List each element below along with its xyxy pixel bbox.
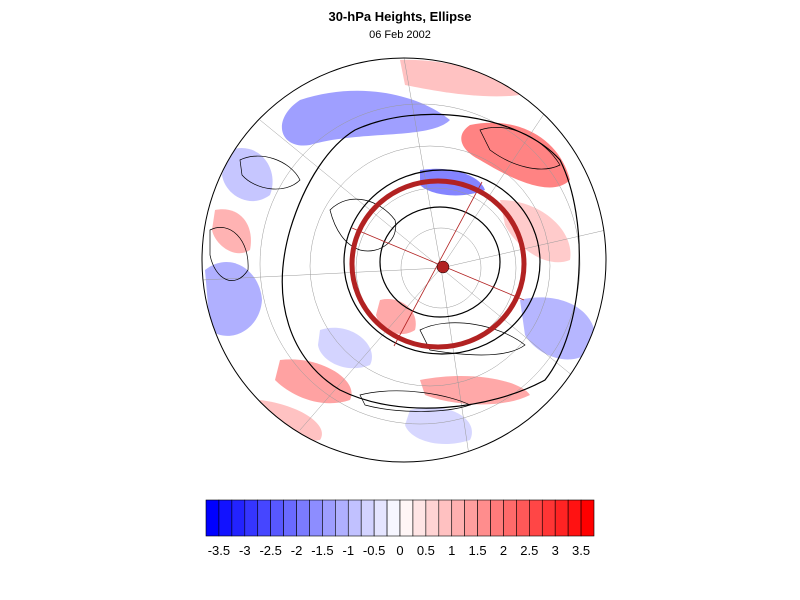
colorbar-tick-label: -3.5 bbox=[208, 543, 230, 558]
colorbar-tick-label: 3 bbox=[552, 543, 559, 558]
colorbar-swatch bbox=[347, 499, 362, 537]
colorbar-swatch bbox=[529, 499, 543, 537]
positive-anomaly-north-edge bbox=[400, 59, 520, 97]
colorbar-swatch bbox=[580, 499, 595, 537]
vortex-ellipse bbox=[349, 178, 527, 350]
colorbar-swatch bbox=[554, 499, 569, 537]
colorbar-tick-label: 2 bbox=[500, 543, 507, 558]
positive-anomaly-west bbox=[212, 209, 251, 254]
anomaly-field bbox=[202, 58, 606, 462]
colorbar-swatch bbox=[360, 499, 375, 537]
colorbar-swatch bbox=[205, 499, 220, 537]
colorbar-swatch bbox=[516, 499, 530, 537]
negative-anomaly-south bbox=[405, 407, 472, 445]
colorbar-swatch bbox=[309, 499, 323, 537]
colorbar-swatch bbox=[464, 499, 478, 537]
plot-date: 06 Feb 2002 bbox=[369, 29, 431, 41]
ellipse-center-marker bbox=[436, 260, 450, 274]
colorbar-swatch bbox=[335, 499, 349, 537]
colorbar-tick-label: 2.5 bbox=[520, 543, 538, 558]
colorbar-swatch bbox=[231, 499, 246, 537]
colorbar-swatch bbox=[412, 499, 427, 537]
colorbar-swatch bbox=[477, 499, 491, 537]
colorbar-swatch bbox=[438, 499, 453, 537]
colorbar-swatch bbox=[283, 499, 297, 537]
colorbar-swatch bbox=[567, 499, 582, 537]
hemisphere-map bbox=[201, 57, 607, 463]
colorbar-swatch bbox=[399, 499, 414, 537]
colorbar-swatch bbox=[541, 499, 556, 537]
colorbar-tick-label: -1.5 bbox=[311, 543, 333, 558]
positive-anomaly-northeast bbox=[461, 122, 570, 188]
negative-anomaly-west bbox=[205, 261, 262, 336]
colorbar-swatch bbox=[490, 499, 504, 537]
colorbar-swatch bbox=[503, 499, 517, 537]
positive-anomaly-east bbox=[500, 200, 571, 263]
colorbar-tick-label: 0.5 bbox=[417, 543, 435, 558]
colorbar-swatch bbox=[373, 499, 388, 537]
colorbar-swatch bbox=[322, 499, 336, 537]
colorbar-tick-label: -1 bbox=[342, 543, 354, 558]
colorbar-tick-label: 0 bbox=[396, 543, 403, 558]
positive-anomaly-southwest bbox=[275, 359, 352, 404]
colorbar-swatch bbox=[218, 499, 233, 537]
globe-outline bbox=[201, 57, 607, 463]
colorbar-tick-label: 1 bbox=[448, 543, 455, 558]
colorbar-swatch bbox=[257, 499, 271, 537]
colorbar-swatch bbox=[244, 499, 259, 537]
colorbar-tick-label: -2 bbox=[291, 543, 303, 558]
colorbar-swatch bbox=[296, 499, 310, 537]
positive-anomaly-far-south bbox=[255, 400, 322, 441]
colorbar-tick-label: -0.5 bbox=[363, 543, 385, 558]
colorbar-tick-label: -2.5 bbox=[259, 543, 281, 558]
plot-title: 30-hPa Heights, Ellipse bbox=[328, 9, 472, 24]
colorbar-swatch bbox=[451, 499, 465, 537]
height-contours bbox=[281, 113, 580, 409]
colorbar-swatch bbox=[270, 499, 284, 537]
colorbar-tick-label: -3 bbox=[239, 543, 251, 558]
colorbar-ticks: -3.5 -3 -2.5 -2 -1.5 -1 -0.5 0 0.5 1 1.5 2 2.5 3 3.5 bbox=[208, 543, 590, 558]
negative-anomaly-atlantic bbox=[318, 327, 372, 369]
negative-anomaly-east bbox=[520, 297, 596, 360]
colorbar-tick-label: 3.5 bbox=[572, 543, 590, 558]
colorbar-tick-label: 1.5 bbox=[469, 543, 487, 558]
colorbar-swatch bbox=[386, 499, 401, 537]
negative-anomaly-northwest bbox=[222, 148, 273, 202]
colorbar-swatch bbox=[425, 499, 440, 537]
colorbar-swatches bbox=[205, 499, 595, 537]
